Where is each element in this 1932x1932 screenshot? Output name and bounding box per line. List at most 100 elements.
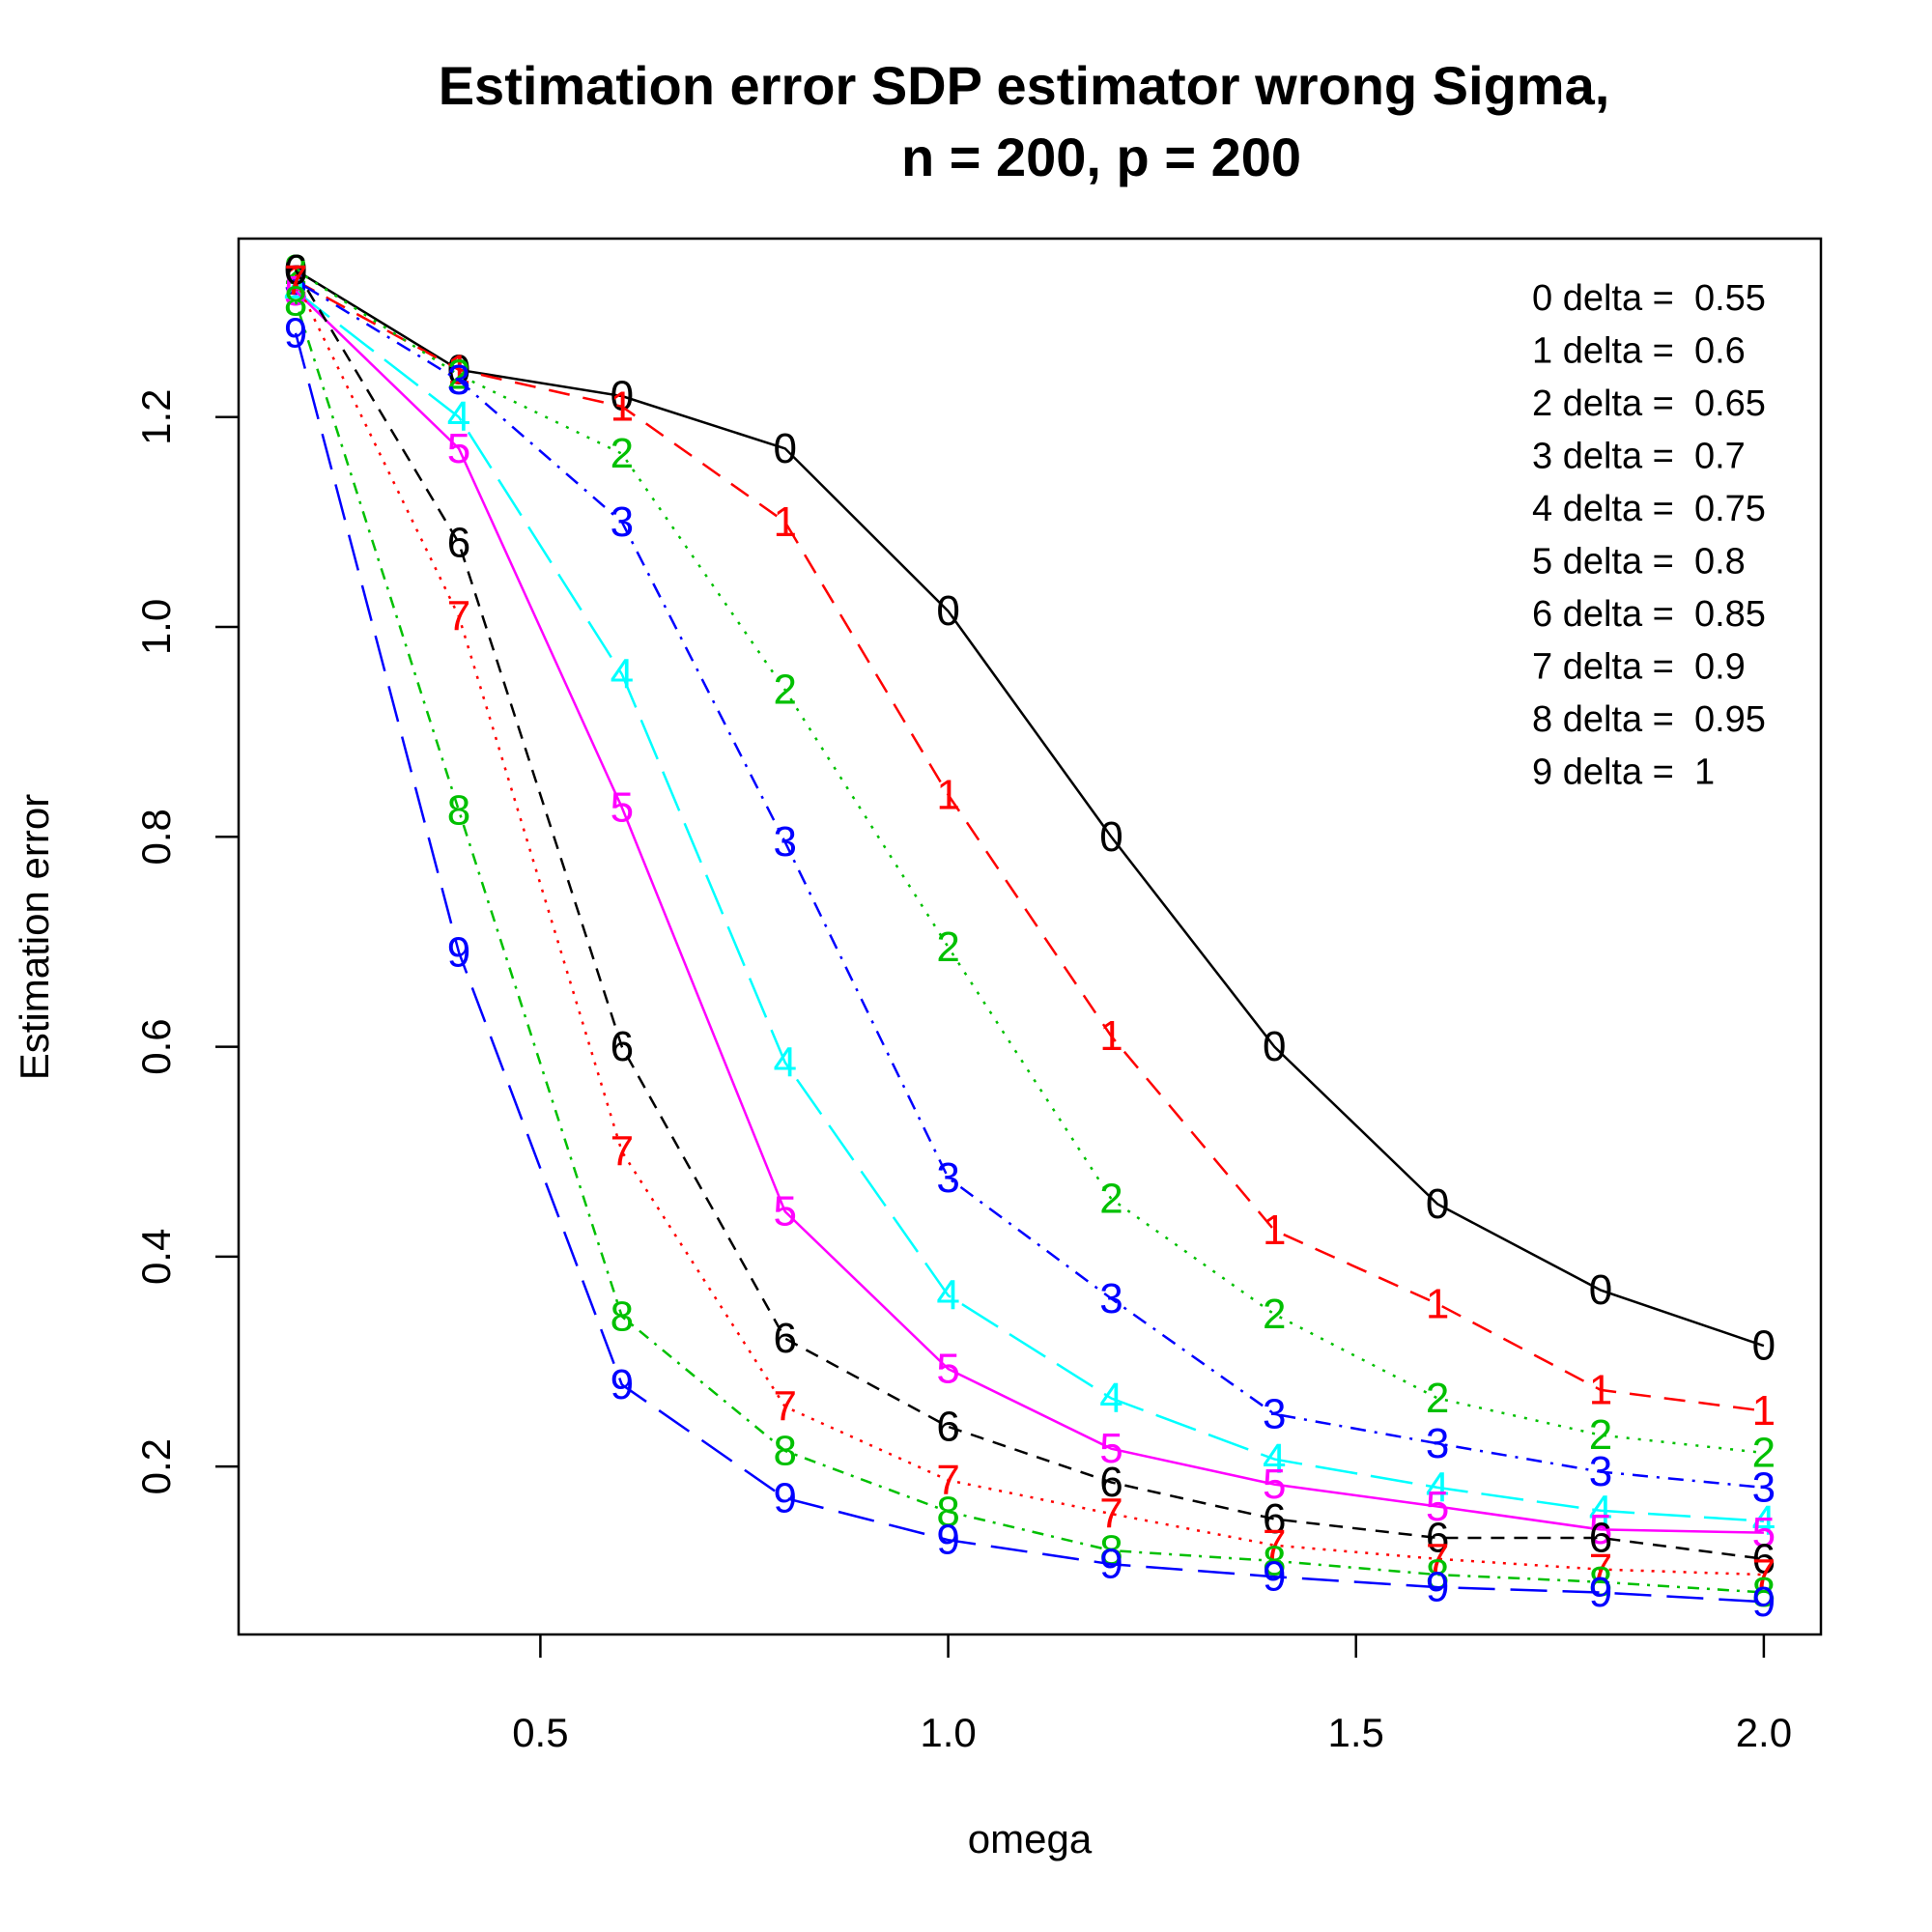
point-label-8: 8: [1589, 1558, 1612, 1605]
point-label-6: 6: [611, 1023, 634, 1070]
legend-entry-6: 6 delta = 0.85: [1532, 594, 1766, 635]
point-label-8: 8: [1099, 1527, 1122, 1575]
point-label-4: 4: [1426, 1463, 1449, 1511]
legend: 0 delta = 0.55 1 delta = 0.6 2 delta = 0.6…: [1532, 278, 1766, 793]
point-label-3: 3: [1099, 1275, 1122, 1322]
x-tick-label: 2.0: [1736, 1710, 1792, 1755]
point-label-8: 8: [1426, 1551, 1449, 1599]
point-label-4: 4: [447, 393, 470, 440]
x-tick-label: 0.5: [512, 1710, 568, 1755]
point-label-5: 5: [1263, 1461, 1286, 1508]
x-axis-label: omega: [968, 1816, 1093, 1861]
point-label-7: 7: [1099, 1491, 1122, 1538]
point-label-5: 5: [1589, 1506, 1612, 1553]
point-label-1: 1: [1099, 1012, 1122, 1060]
point-label-0: 0: [936, 587, 959, 635]
point-label-4: 4: [1589, 1487, 1612, 1534]
point-label-9: 9: [1426, 1564, 1449, 1611]
point-label-0: 0: [1099, 813, 1122, 861]
y-tick-label: 1.0: [133, 599, 179, 655]
point-label-9: 9: [1263, 1553, 1286, 1601]
chart-title-line1: Estimation error SDP estimator wrong Sig…: [439, 55, 1610, 116]
point-label-8: 8: [447, 787, 470, 835]
point-label-2: 2: [1589, 1411, 1612, 1459]
series-line-0: [295, 269, 1765, 1348]
point-label-1: 1: [1589, 1366, 1612, 1413]
point-label-5: 5: [936, 1346, 959, 1393]
point-label-1: 1: [611, 383, 634, 430]
point-label-7: 7: [611, 1128, 634, 1176]
point-label-8: 8: [773, 1427, 796, 1474]
point-label-5: 5: [447, 425, 470, 472]
point-label-8: 8: [611, 1293, 634, 1340]
point-label-6: 6: [1263, 1495, 1286, 1543]
point-label-1: 1: [1752, 1387, 1776, 1435]
point-label-7: 7: [284, 257, 307, 304]
point-label-2: 2: [1263, 1291, 1286, 1338]
point-label-0: 0: [1752, 1322, 1776, 1370]
point-label-5: 5: [1099, 1425, 1122, 1472]
point-label-2: 2: [1099, 1176, 1122, 1223]
point-label-9: 9: [611, 1361, 634, 1408]
legend-entry-3: 3 delta = 0.7: [1532, 437, 1746, 477]
series-6: 6 6 6 6 6 6 6 6 6 6: [284, 246, 1776, 1582]
point-label-8: 8: [284, 278, 307, 326]
point-label-5: 5: [1426, 1483, 1449, 1530]
point-label-1: 1: [1426, 1280, 1449, 1327]
series-5: 5 5 5 5 5 5 5 5 5 5: [284, 268, 1776, 1556]
x-axis: 0.5 1.0 1.5 2.0: [512, 1634, 1792, 1755]
point-label-4: 4: [1099, 1375, 1122, 1422]
series-line-3: [295, 279, 1765, 1490]
point-label-3: 3: [1589, 1448, 1612, 1495]
point-label-0: 0: [1589, 1266, 1612, 1314]
legend-entry-7: 7 delta = 0.9: [1532, 647, 1746, 688]
y-tick-label: 0.6: [133, 1018, 179, 1074]
point-label-7: 7: [1589, 1546, 1612, 1593]
point-label-4: 4: [936, 1272, 959, 1320]
point-label-3: 3: [773, 818, 796, 866]
y-axis: 0.2 0.4 0.6 0.8 1.0 1.2: [133, 389, 239, 1494]
point-label-9: 9: [1099, 1541, 1122, 1588]
point-label-4: 4: [1263, 1435, 1286, 1483]
series-2: 2 2 2 2 2 2 2 2 2 2: [284, 246, 1776, 1476]
series-line-9: [294, 332, 1764, 1604]
point-label-6: 6: [447, 520, 470, 567]
y-axis-label: Estimation error: [12, 794, 57, 1080]
legend-entry-5: 5 delta = 0.8: [1532, 542, 1746, 582]
point-label-6: 6: [773, 1315, 796, 1362]
legend-entry-0: 0 delta = 0.55: [1532, 278, 1766, 319]
point-label-8: 8: [936, 1488, 959, 1535]
point-label-3: 3: [1752, 1463, 1776, 1511]
point-label-7: 7: [1752, 1551, 1776, 1599]
point-label-6: 6: [284, 246, 307, 294]
point-label-2: 2: [447, 352, 470, 399]
point-label-2: 2: [1426, 1375, 1449, 1422]
y-tick-label: 0.2: [133, 1438, 179, 1494]
series-line-5: [295, 290, 1764, 1534]
point-label-2: 2: [773, 667, 796, 714]
x-tick-label: 1.5: [1328, 1710, 1384, 1755]
point-label-9: 9: [1589, 1569, 1612, 1616]
point-label-1: 1: [773, 498, 796, 546]
point-label-0: 0: [1426, 1180, 1449, 1228]
point-label-5: 5: [773, 1188, 796, 1236]
y-tick-label: 0.4: [133, 1229, 179, 1285]
legend-entry-9: 9 delta = 1: [1532, 753, 1715, 793]
point-label-9: 9: [936, 1517, 959, 1564]
point-label-8: 8: [1752, 1569, 1776, 1616]
series-line-8: [294, 300, 1764, 1594]
point-label-1: 1: [1263, 1207, 1286, 1254]
series-line-1: [295, 279, 1765, 1412]
point-label-6: 6: [1099, 1459, 1122, 1506]
point-label-6: 6: [1752, 1535, 1776, 1582]
point-label-3: 3: [1263, 1390, 1286, 1437]
y-tick-label: 0.8: [133, 809, 179, 865]
point-label-5: 5: [284, 268, 307, 315]
series-9: 9 9 9 9 9 9 9 9 9 9: [284, 309, 1776, 1626]
series-line-6: [295, 269, 1765, 1561]
